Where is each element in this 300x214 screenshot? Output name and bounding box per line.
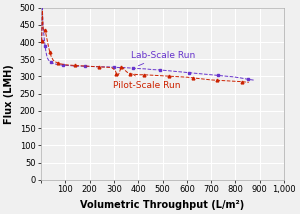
X-axis label: Volumetric Throughput (L/m²): Volumetric Throughput (L/m²) xyxy=(80,200,245,210)
Text: Pilot-Scale Run: Pilot-Scale Run xyxy=(113,74,180,89)
Y-axis label: Flux (LMH): Flux (LMH) xyxy=(4,64,14,123)
Text: Lab-Scale Run: Lab-Scale Run xyxy=(131,51,195,66)
